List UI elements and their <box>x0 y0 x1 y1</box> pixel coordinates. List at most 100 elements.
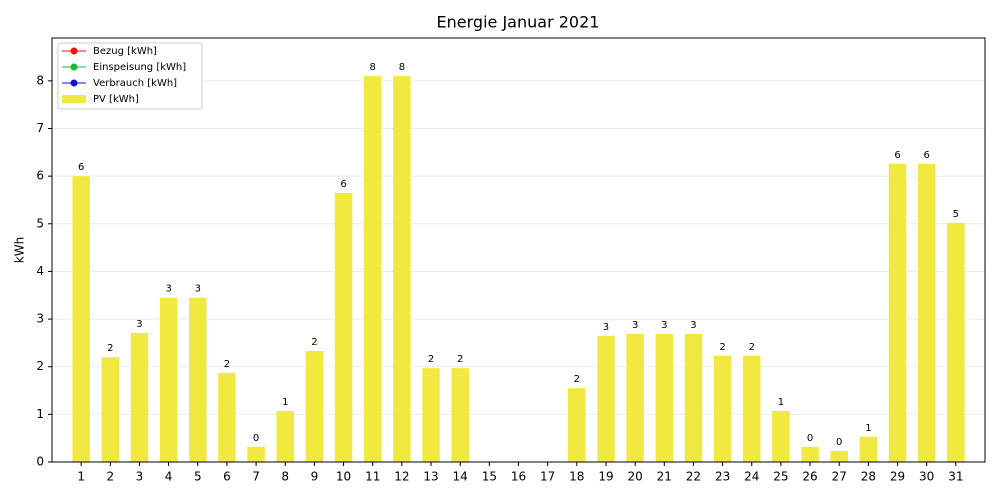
bar <box>72 176 90 463</box>
data-label: 2 <box>457 354 463 365</box>
x-tick-label: 7 <box>252 470 260 484</box>
bar <box>189 297 207 462</box>
x-tick-label: 21 <box>657 470 672 484</box>
y-tick-label: 2 <box>36 359 44 373</box>
y-tick-label: 5 <box>36 216 44 230</box>
x-tick-label: 8 <box>281 470 289 484</box>
y-tick-label: 3 <box>36 312 44 326</box>
x-tick-label: 9 <box>311 470 319 484</box>
x-tick-label: 31 <box>948 470 963 484</box>
x-tick-label: 18 <box>569 470 584 484</box>
x-tick-label: 6 <box>223 470 231 484</box>
x-tick-label: 26 <box>802 470 817 484</box>
x-tick-label: 13 <box>423 470 438 484</box>
x-tick-label: 15 <box>482 470 497 484</box>
x-tick-label: 14 <box>453 470 468 484</box>
y-tick-label: 6 <box>36 169 44 183</box>
bar <box>305 350 324 462</box>
x-tick-label: 12 <box>394 470 409 484</box>
x-tick-label: 27 <box>832 470 847 484</box>
x-tick-label: 25 <box>773 470 788 484</box>
x-tick-label: 16 <box>511 470 526 484</box>
bar <box>247 446 265 462</box>
x-tick-label: 28 <box>861 470 876 484</box>
legend-marker <box>70 47 78 55</box>
bar <box>947 222 965 462</box>
x-tick-label: 24 <box>744 470 759 484</box>
data-label: 2 <box>749 342 755 353</box>
bar <box>101 357 120 462</box>
bar <box>218 372 236 462</box>
data-label: 2 <box>574 374 580 385</box>
bar <box>597 335 615 462</box>
bar <box>159 297 178 462</box>
x-tick-label: 22 <box>686 470 701 484</box>
data-label: 6 <box>340 179 346 190</box>
x-tick-label: 29 <box>890 470 905 484</box>
data-label: 2 <box>719 342 725 353</box>
data-label: 3 <box>603 322 609 333</box>
x-tick-label: 19 <box>598 470 613 484</box>
x-tick-label: 30 <box>919 470 934 484</box>
legend-label: PV [kWh] <box>93 94 139 105</box>
data-label: 8 <box>399 62 405 73</box>
data-label: 5 <box>953 209 959 220</box>
data-label: 2 <box>107 343 113 354</box>
y-tick-label: 4 <box>36 264 44 278</box>
data-label: 3 <box>661 320 667 331</box>
legend-marker <box>70 79 78 87</box>
bar <box>626 333 644 462</box>
bar <box>917 163 936 462</box>
data-label: 0 <box>836 437 842 448</box>
data-label: 2 <box>428 354 434 365</box>
y-tick-label: 7 <box>36 121 44 135</box>
bar <box>684 333 703 462</box>
legend-swatch <box>62 95 86 103</box>
bar <box>568 388 586 462</box>
bar <box>276 411 294 462</box>
data-label: 3 <box>632 320 638 331</box>
data-label: 3 <box>165 284 171 295</box>
x-tick-label: 4 <box>165 470 173 484</box>
data-label: 0 <box>807 433 813 444</box>
bar <box>393 76 411 462</box>
legend-marker <box>70 63 78 71</box>
bar <box>655 333 674 462</box>
y-tick-label: 8 <box>36 73 44 87</box>
data-label: 1 <box>778 397 784 408</box>
data-label: 6 <box>78 162 84 173</box>
bar <box>451 368 469 462</box>
x-tick-label: 23 <box>715 470 730 484</box>
x-tick-label: 10 <box>336 470 351 484</box>
x-tick-label: 5 <box>194 470 202 484</box>
bar <box>713 355 732 462</box>
data-label: 2 <box>311 337 317 348</box>
x-tick-label: 2 <box>106 470 114 484</box>
bar <box>363 76 382 462</box>
y-tick-label: 1 <box>36 407 44 421</box>
bar <box>130 332 149 462</box>
data-label: 1 <box>282 397 288 408</box>
data-label: 3 <box>690 320 696 331</box>
data-label: 6 <box>894 150 900 161</box>
bar <box>743 355 761 462</box>
data-label: 8 <box>370 62 376 73</box>
legend-label: Verbrauch [kWh] <box>93 78 177 89</box>
y-tick-label: 0 <box>36 455 44 469</box>
x-tick-label: 11 <box>365 470 380 484</box>
bar <box>859 436 878 462</box>
bar <box>801 446 819 462</box>
data-label: 6 <box>924 150 930 161</box>
legend-label: Einspeisung [kWh] <box>93 62 186 73</box>
x-tick-label: 17 <box>540 470 555 484</box>
legend-box <box>57 42 203 110</box>
data-label: 0 <box>253 433 259 444</box>
chart-title: Energie Januar 2021 <box>437 13 600 32</box>
data-label: 2 <box>224 359 230 370</box>
data-label: 3 <box>195 284 201 295</box>
legend-label: Bezug [kWh] <box>93 46 157 57</box>
bar <box>830 451 848 462</box>
bar <box>772 411 790 462</box>
y-axis-label: kWh <box>13 237 27 263</box>
